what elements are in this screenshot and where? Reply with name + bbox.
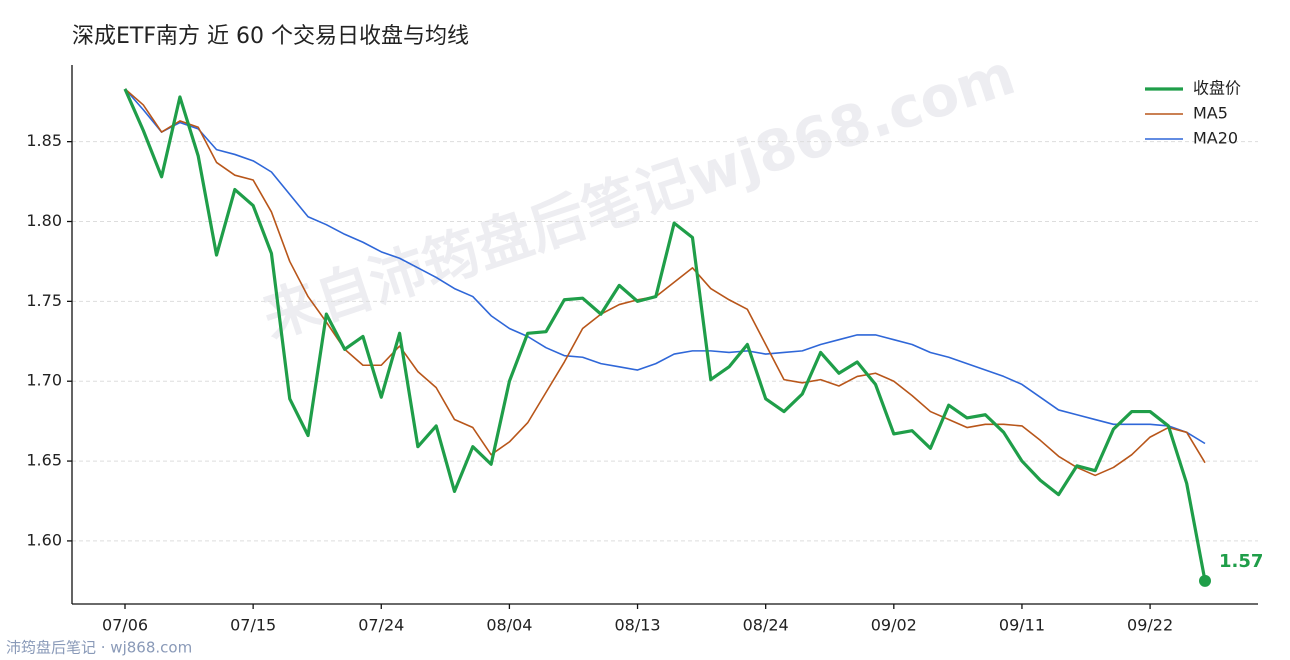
y-tick-label: 1.80 [26,211,62,230]
x-tick-label: 09/22 [1127,616,1173,635]
series-line [124,88,1206,477]
series-line [123,88,1207,582]
legend-label: MA5 [1193,104,1228,123]
x-tick-label: 07/15 [230,616,276,635]
watermark: 来自沛筠盘后笔记wj868.com [255,42,1023,351]
legend-label: MA20 [1193,129,1238,148]
value-label: 1.57 [1219,551,1263,572]
x-tick-label: 07/24 [358,616,404,635]
y-tick-label: 1.75 [26,291,62,310]
chart-title: 深成ETF南方 近 60 个交易日收盘与均线 [72,24,469,49]
x-tick-label: 08/04 [486,616,532,635]
x-tick-label: 08/13 [614,616,660,635]
end-point [1199,574,1211,587]
y-tick-label: 1.60 [26,530,62,549]
legend-label: 收盘价 [1193,79,1241,98]
y-tick-label: 1.85 [26,131,62,150]
x-tick-label: 08/24 [743,616,789,635]
x-tick-label: 07/06 [102,616,148,635]
x-tick-label: 09/02 [871,616,917,635]
y-tick-label: 1.70 [26,371,62,390]
y-tick-label: 1.65 [26,451,62,470]
series-line [124,88,1206,445]
footer: 沛筠盘后笔记 · wj868.com [6,639,192,657]
x-tick-label: 09/11 [999,616,1045,635]
